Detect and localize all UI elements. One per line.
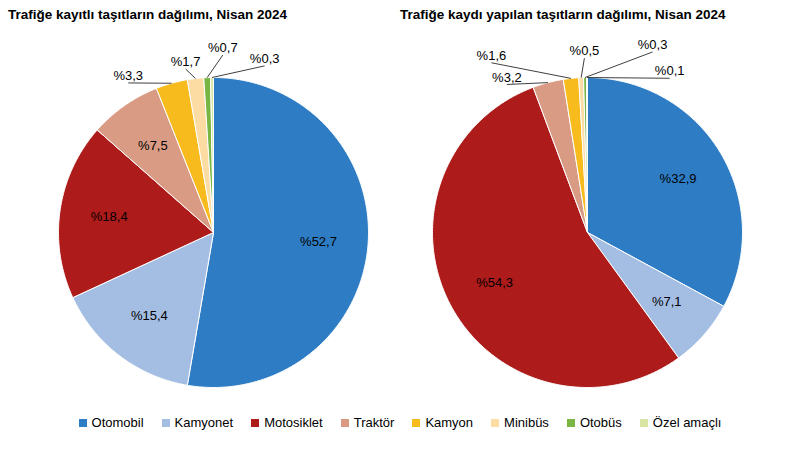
svg-text:%1,7: %1,7 — [171, 54, 201, 69]
html-text:Minibüs: Minibüs — [504, 415, 549, 430]
svg-text:%0,3: %0,3 — [250, 51, 280, 66]
html-text:Kamyonet: Kamyonet — [174, 415, 234, 430]
svg-text:%32,9: %32,9 — [660, 171, 697, 186]
svg-text:%7,5: %7,5 — [138, 138, 168, 153]
svg-text:%52,7: %52,7 — [300, 234, 337, 249]
html-text:Otomobil: Otomobil — [91, 415, 144, 430]
html-text:Trafiğe kayıtlı taşıtların dağ: Trafiğe kayıtlı taşıtların dağılımı, Nis… — [8, 7, 288, 22]
svg-text:%3,2: %3,2 — [492, 70, 522, 85]
svg-text:%54,3: %54,3 — [476, 275, 513, 290]
html-text:Trafiğe kaydı yapılan taşıtlar: Trafiğe kaydı yapılan taşıtların dağılım… — [400, 7, 726, 22]
svg-text:%0,3: %0,3 — [638, 37, 668, 52]
svg-text:%3,3: %3,3 — [113, 68, 143, 83]
html-text:Kamyon: Kamyon — [425, 415, 474, 430]
html-text:Traktör: Traktör — [353, 415, 395, 430]
svg-text:%7,1: %7,1 — [652, 294, 682, 309]
svg-text:%0,7: %0,7 — [208, 40, 238, 55]
svg-text:%15,4: %15,4 — [131, 308, 168, 323]
svg-text:%18,4: %18,4 — [91, 209, 128, 224]
svg-text:%0,1: %0,1 — [655, 63, 685, 78]
html-text:Özel amaçlı: Özel amaçlı — [652, 415, 722, 430]
svg-text:%1,6: %1,6 — [477, 48, 507, 63]
html-text:Motosiklet: Motosiklet — [264, 415, 323, 430]
html-text:Otobüs: Otobüs — [579, 415, 622, 430]
svg-text:%0,5: %0,5 — [570, 43, 600, 58]
